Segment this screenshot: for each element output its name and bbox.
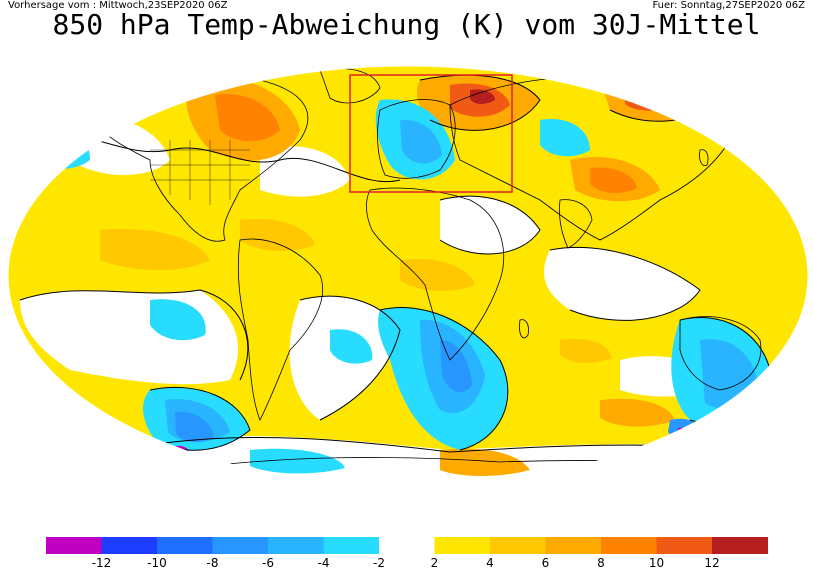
coastlines — [89, 68, 781, 471]
map-field — [8, 66, 808, 486]
legend-tick-label: -8 — [206, 556, 219, 570]
warm-na-2 — [215, 94, 280, 142]
legend-tick-label: -2 — [373, 556, 385, 570]
legend-tick-label: -4 — [317, 556, 330, 570]
cold-europe-2 — [400, 119, 442, 164]
legend-tick-label: 8 — [597, 556, 605, 570]
warm-pacific-2 — [240, 218, 315, 252]
warm-indian-2 — [560, 338, 612, 364]
neutral-zone-3 — [544, 247, 700, 321]
warm-asia-2 — [590, 167, 637, 193]
legend-swatch-11 — [656, 537, 713, 554]
legend-tick-label: 10 — [648, 556, 665, 570]
cold-atlantic-s-3 — [440, 340, 472, 393]
globe-border — [7, 65, 809, 487]
legend-swatch-12 — [712, 537, 768, 554]
legend-swatch-8 — [490, 537, 546, 554]
legend-color-bar — [46, 537, 768, 554]
legend-swatch-5 — [323, 537, 380, 554]
legend-swatch-9 — [545, 537, 602, 554]
cold-alaska-1 — [20, 117, 90, 169]
map-title: 850 hPa Temp-Abweichung (K) vom 30J-Mitt… — [52, 8, 761, 41]
neutral-zone-5 — [260, 146, 350, 197]
us-state-borders — [150, 140, 250, 205]
legend-tick-label: 4 — [486, 556, 494, 570]
cold-pacific-s-1 — [150, 299, 206, 341]
warm-russia-3 — [470, 89, 495, 104]
legend-swatch-0 — [46, 537, 102, 554]
legend-tick-label: 2 — [430, 556, 439, 570]
legend-tick-label: -12 — [91, 556, 112, 570]
warm-africa-1 — [400, 258, 475, 292]
cold-atlantic-s-0 — [330, 329, 373, 364]
cold-extreme-2 — [678, 427, 692, 438]
legend-swatch-2 — [157, 537, 213, 554]
forecast-issued-label: Vorhersage vom : Mittwoch,23SEP2020 06Z — [8, 0, 228, 11]
warm-pacific-1 — [100, 229, 210, 271]
legend-tick-label: -10 — [147, 556, 167, 570]
cold-pacific-sw-3 — [175, 411, 214, 442]
cold-antarctic-1 — [250, 448, 345, 474]
legend-swatch-3 — [212, 537, 269, 554]
cold-asia-1 — [540, 119, 590, 157]
legend-tick-label: 12 — [704, 556, 720, 570]
legend-tick-label: 6 — [541, 556, 550, 570]
legend-swatch-4 — [268, 537, 324, 554]
cold-pacific-ne-2 — [740, 115, 783, 153]
legend-swatch-10 — [601, 537, 657, 554]
forecast-valid-label: Fuer: Sonntag,27SEP2020 06Z — [652, 0, 805, 11]
europe-focus-box — [349, 74, 513, 193]
warm-indian-1 — [600, 398, 675, 427]
legend-swatch-7 — [434, 537, 491, 554]
neutral-zone-6 — [440, 196, 540, 254]
legend-swatch-6 — [379, 537, 435, 554]
legend-swatch-1 — [101, 537, 158, 554]
cold-south-ind-1 — [668, 418, 705, 442]
legend-tick-label: -6 — [262, 556, 274, 570]
warm-south-1 — [440, 448, 530, 476]
